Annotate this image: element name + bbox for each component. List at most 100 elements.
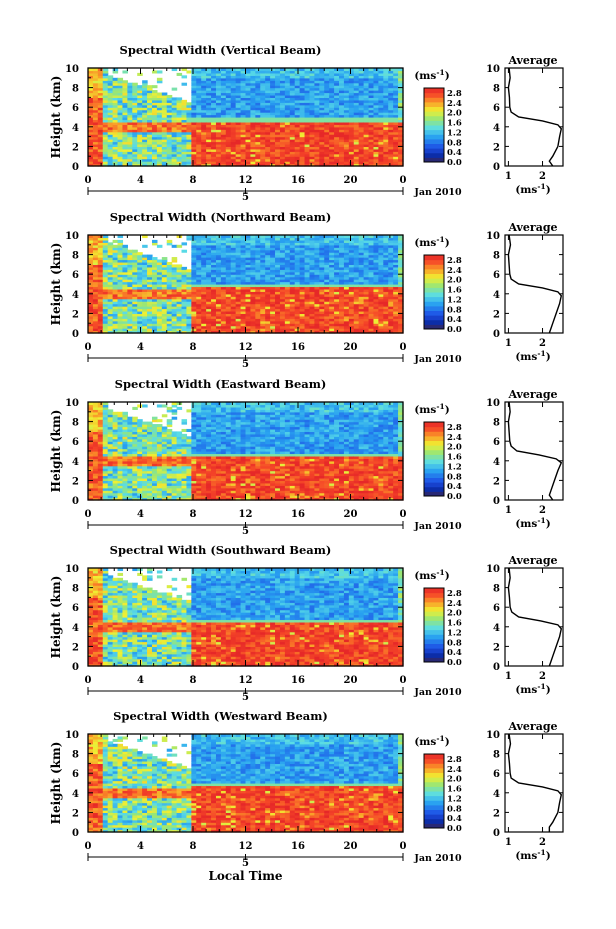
heatmap-cell xyxy=(166,288,173,292)
date-label: Jan 2010 xyxy=(413,187,462,198)
heatmap-cell xyxy=(334,119,340,123)
heatmap-cell xyxy=(97,284,104,288)
heatmap-cell xyxy=(201,301,207,305)
heatmap-cell xyxy=(107,104,114,108)
heatmap-cell xyxy=(88,274,94,278)
heatmap-cell xyxy=(225,325,232,329)
heatmap-cell xyxy=(122,143,128,147)
heatmap-cell xyxy=(156,296,163,300)
heatmap-cell xyxy=(211,288,217,292)
heatmap-cell xyxy=(230,129,237,133)
heatmap-cell xyxy=(206,151,212,155)
heatmap-cell xyxy=(388,151,394,155)
heatmap-cell xyxy=(240,99,247,103)
heatmap-cell xyxy=(137,139,143,143)
heatmap-cell xyxy=(299,72,306,76)
heatmap-cell xyxy=(88,161,94,165)
heatmap-cell xyxy=(225,146,232,150)
heatmap-cell xyxy=(206,143,212,147)
heatmap-cell xyxy=(211,269,217,273)
heatmap-cell xyxy=(211,70,217,74)
heatmap-cell xyxy=(383,131,389,135)
heatmap-cell xyxy=(398,104,404,108)
heatmap-cell xyxy=(127,328,133,332)
heatmap-cell xyxy=(181,271,188,275)
heatmap-cell xyxy=(97,325,104,329)
heatmap-cell xyxy=(92,134,99,138)
heatmap-cell xyxy=(235,119,242,123)
heatmap-cell xyxy=(329,97,335,101)
heatmap-cell xyxy=(206,119,212,123)
heatmap-cell xyxy=(102,279,109,283)
heatmap-cell xyxy=(220,139,227,143)
heatmap-cell xyxy=(191,288,197,292)
heatmap-cell xyxy=(289,153,296,157)
heatmap-cell xyxy=(363,146,370,150)
heatmap-cell xyxy=(132,109,138,113)
heatmap-cell xyxy=(137,288,143,292)
heatmap-cell xyxy=(373,158,379,162)
heatmap-cell xyxy=(206,310,212,314)
heatmap-cell xyxy=(112,308,119,312)
heatmap-cell xyxy=(186,269,192,273)
heatmap-cell xyxy=(304,87,311,91)
heatmap-cell xyxy=(255,293,261,297)
heatmap-cell xyxy=(112,70,119,74)
heatmap-cell xyxy=(92,126,99,130)
heatmap-cell xyxy=(245,109,252,113)
heatmap-cell xyxy=(348,109,355,113)
heatmap-cell xyxy=(250,90,256,94)
heatmap-cell xyxy=(245,296,252,300)
heatmap-cell xyxy=(383,82,389,86)
heatmap-cell xyxy=(319,151,325,155)
heatmap-cell xyxy=(156,117,163,121)
heatmap-cell xyxy=(201,141,207,145)
heatmap-cell xyxy=(240,281,247,285)
heatmap-cell xyxy=(215,303,222,307)
heatmap-cell xyxy=(368,146,375,150)
heatmap-cell xyxy=(393,143,399,147)
heatmap-cell xyxy=(211,97,217,101)
heatmap-cell xyxy=(294,136,301,140)
heatmap-cell xyxy=(176,244,183,248)
heatmap-cell xyxy=(240,163,247,167)
heatmap-cell xyxy=(289,90,296,94)
heatmap-cell xyxy=(245,68,252,72)
heatmap-cell xyxy=(299,109,306,113)
heatmap-cell xyxy=(142,276,148,280)
heatmap-cell xyxy=(107,325,114,329)
heatmap-cell xyxy=(127,97,133,101)
heatmap-cell xyxy=(181,104,188,108)
heatmap-cell xyxy=(398,90,404,94)
heatmap-cell xyxy=(289,104,296,108)
heatmap-cell xyxy=(92,318,99,322)
heatmap-cell xyxy=(142,259,148,263)
heatmap-cell xyxy=(176,104,183,108)
heatmap-cell xyxy=(279,75,286,79)
heatmap-cell xyxy=(127,320,133,324)
heatmap-cell xyxy=(92,158,99,162)
heatmap-cell xyxy=(88,281,94,285)
heatmap-cell xyxy=(358,124,365,128)
heatmap-cell xyxy=(289,124,296,128)
heatmap-cell xyxy=(398,87,404,91)
heatmap-cell xyxy=(117,296,124,300)
heatmap-cell xyxy=(211,94,217,98)
heatmap-cell xyxy=(299,75,306,79)
heatmap-cell xyxy=(289,163,296,167)
heatmap-cell xyxy=(206,323,212,327)
heatmap-cell xyxy=(260,134,266,138)
heatmap-cell xyxy=(127,274,133,278)
heatmap-cell xyxy=(334,107,340,111)
heatmap-cell xyxy=(92,235,99,239)
heatmap-cell xyxy=(112,85,119,89)
heatmap-cell xyxy=(171,266,178,270)
heatmap-cell xyxy=(294,158,301,162)
heatmap-cell xyxy=(260,90,266,94)
heatmap-cell xyxy=(88,261,94,265)
heatmap-cell xyxy=(161,328,168,332)
heatmap-cell xyxy=(137,271,143,275)
heatmap-cell xyxy=(112,97,119,101)
heatmap-cell xyxy=(211,284,217,288)
heatmap-cell xyxy=(92,293,99,297)
